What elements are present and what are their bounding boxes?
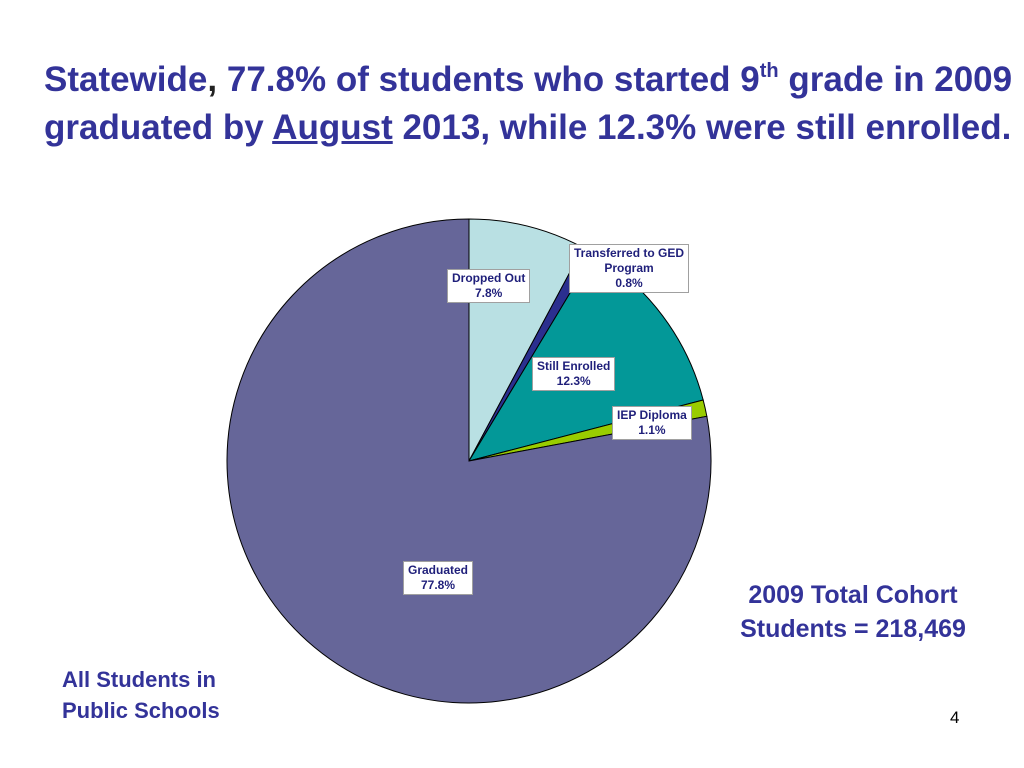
title-part1: Statewide bbox=[44, 60, 208, 99]
label-dropped-out-value: 7.8% bbox=[474, 286, 503, 300]
cohort-line2: Students = 218,469 bbox=[740, 615, 966, 643]
title-part2: 77.8% of students who started 9 bbox=[217, 60, 760, 99]
label-graduated-value: 77.8% bbox=[420, 578, 456, 592]
label-dropped-out-name: Dropped Out bbox=[452, 271, 526, 285]
label-ged-name-line2: Program bbox=[604, 261, 654, 275]
label-still-enrolled-name: Still Enrolled bbox=[537, 359, 611, 373]
population-line1: All Students in bbox=[62, 667, 216, 692]
cohort-line1: 2009 Total Cohort bbox=[748, 581, 958, 609]
population-line2: Public Schools bbox=[62, 698, 220, 723]
title-part4: 2013, while 12.3% were still enrolled. bbox=[392, 108, 1012, 147]
data-label-transferred-ged: Transferred to GED Program 0.8% bbox=[569, 244, 690, 293]
label-iep-value: 1.1% bbox=[638, 423, 666, 437]
cohort-total-note: 2009 Total Cohort Students = 218,469 bbox=[712, 578, 994, 646]
title-superscript: th bbox=[759, 60, 779, 82]
page-number: 4 bbox=[950, 708, 960, 727]
data-label-graduated: Graduated 77.8% bbox=[403, 561, 474, 595]
data-label-still-enrolled: Still Enrolled 12.3% bbox=[532, 357, 616, 391]
label-ged-name-line1: Transferred to GED bbox=[574, 246, 685, 260]
label-iep-name: IEP Diploma bbox=[617, 408, 687, 422]
pie-slice-graduated bbox=[226, 218, 712, 704]
title-underlined-word: August bbox=[272, 108, 393, 147]
label-still-enrolled-value: 12.3% bbox=[556, 374, 591, 388]
slide-title: Statewide, 77.8% of students who started… bbox=[44, 56, 1014, 152]
label-ged-value: 0.8% bbox=[615, 276, 643, 290]
population-note: All Students in Public Schools bbox=[62, 664, 220, 726]
title-comma: , bbox=[207, 60, 218, 99]
data-label-iep-diploma: IEP Diploma 1.1% bbox=[612, 406, 692, 440]
label-graduated-name: Graduated bbox=[408, 563, 469, 577]
data-label-dropped-out: Dropped Out 7.8% bbox=[447, 269, 531, 303]
title-part3: grade in 2009 graduated by bbox=[44, 60, 1013, 147]
